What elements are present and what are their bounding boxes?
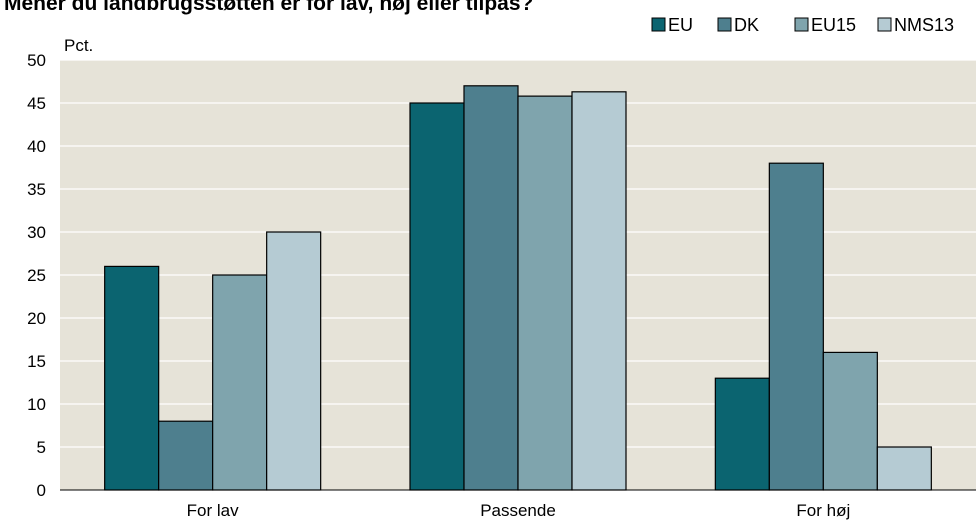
bar-eu-1: [104, 265, 160, 491]
legend: EU DK EU15 NMS13: [651, 15, 954, 35]
y-tick-label: 50: [27, 51, 46, 70]
bars: [104, 85, 932, 491]
bar-eu15-3: [822, 351, 878, 491]
y-axis-unit-label: Pct.: [64, 36, 93, 55]
legend-swatch: [717, 17, 732, 32]
bar-nms13-3: [876, 446, 932, 491]
bar-dk-3: [768, 162, 824, 491]
bar-nms13-2: [571, 91, 627, 491]
legend-swatch: [877, 17, 892, 32]
y-axis-ticks: 0 5 10 15 20 25 30 35 40 45 50: [27, 51, 46, 500]
bar-eu15-1: [212, 274, 268, 491]
x-category-label: Passende: [480, 501, 556, 520]
legend-label: DK: [734, 15, 759, 35]
y-tick-label: 15: [27, 352, 46, 371]
bar-eu-3: [714, 377, 770, 491]
y-tick-label: 25: [27, 266, 46, 285]
legend-label: EU: [668, 15, 693, 35]
legend-label: EU15: [811, 15, 856, 35]
y-tick-label: 35: [27, 180, 46, 199]
bar-nms13-1: [266, 231, 322, 491]
x-axis-categories: For lav Passende For høj: [187, 501, 851, 520]
y-tick-label: 30: [27, 223, 46, 242]
x-category-label: For lav: [187, 501, 239, 520]
bar-dk-2: [463, 85, 519, 491]
y-tick-label: 10: [27, 395, 46, 414]
y-tick-label: 45: [27, 94, 46, 113]
y-tick-label: 40: [27, 137, 46, 156]
bar-dk-1: [158, 420, 214, 491]
bar-eu15-2: [517, 95, 573, 491]
legend-swatch: [794, 17, 809, 32]
x-category-label: For høj: [796, 501, 850, 520]
bar-eu-2: [409, 102, 465, 491]
y-tick-label: 20: [27, 309, 46, 328]
chart-title: Mener du landbrugsstøtten er for lav, hø…: [4, 0, 533, 15]
legend-swatch: [651, 17, 666, 32]
y-tick-label: 5: [37, 438, 46, 457]
y-tick-label: 0: [37, 481, 46, 500]
legend-label: NMS13: [894, 15, 954, 35]
